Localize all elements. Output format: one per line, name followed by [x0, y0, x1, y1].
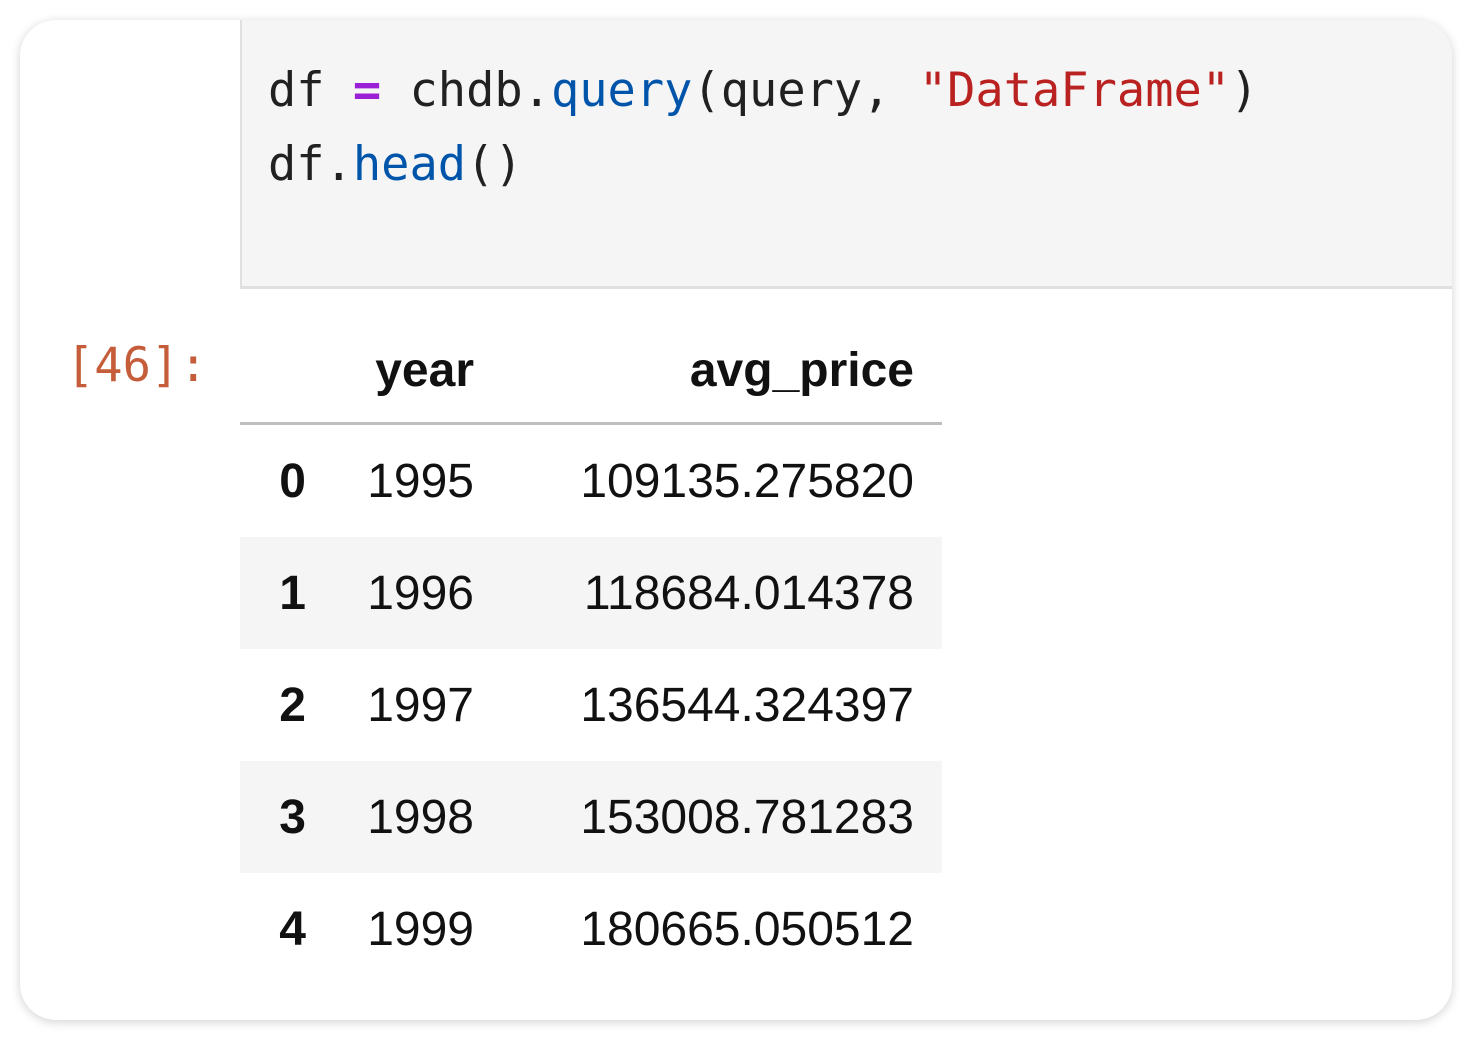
cell-year: 1996: [310, 537, 474, 649]
cell-year: 1999: [367, 902, 474, 956]
cell-avg-price: 136544.324397: [580, 678, 914, 732]
column-header-index: [240, 318, 310, 425]
code-token: ): [1230, 63, 1259, 118]
row-index: 1: [240, 537, 310, 649]
cell-avg-price: 153008.781283: [474, 761, 942, 873]
code-string: "DataFrame": [918, 63, 1231, 118]
execution-count: [46]:: [66, 338, 208, 393]
code-token: df.: [268, 137, 353, 192]
cell-avg-price: 118684.014378: [474, 537, 942, 649]
cell-year: 1997: [367, 678, 474, 732]
cell-avg-price: 180665.050512: [580, 902, 914, 956]
dataframe-output: year avg_price 0 1995 109135.275820 1 19…: [240, 318, 942, 985]
table-row: 0 1995 109135.275820: [240, 424, 942, 538]
code-operator: =: [352, 63, 382, 118]
cell-year: 1998: [310, 761, 474, 873]
code-token: (query,: [692, 63, 919, 118]
table-row: 1 1996 118684.014378: [240, 537, 942, 649]
table-row: 4 1999 180665.050512: [240, 873, 942, 985]
cell-avg-price: 109135.275820: [580, 454, 914, 508]
column-header-avg-price: avg_price: [474, 318, 942, 425]
code-token: chdb.: [381, 63, 551, 118]
code-function: query: [550, 63, 693, 118]
table-row: 3 1998 153008.781283: [240, 761, 942, 873]
code-text: df = chdb.query(query, "DataFrame") df.h…: [268, 54, 1258, 202]
notebook-cell: df = chdb.query(query, "DataFrame") df.h…: [20, 20, 1452, 1020]
row-index: 2: [279, 678, 306, 732]
row-index: 0: [279, 454, 306, 508]
column-header-year: year: [310, 318, 474, 425]
table-header: year avg_price: [240, 318, 942, 425]
code-function: head: [352, 137, 467, 192]
row-index: 3: [240, 761, 310, 873]
row-index: 4: [279, 902, 306, 956]
code-editor[interactable]: df = chdb.query(query, "DataFrame") df.h…: [240, 20, 1452, 289]
table-row: 2 1997 136544.324397: [240, 649, 942, 761]
cell-year: 1995: [367, 454, 474, 508]
code-token: (): [466, 137, 523, 192]
code-token: df: [268, 63, 353, 118]
